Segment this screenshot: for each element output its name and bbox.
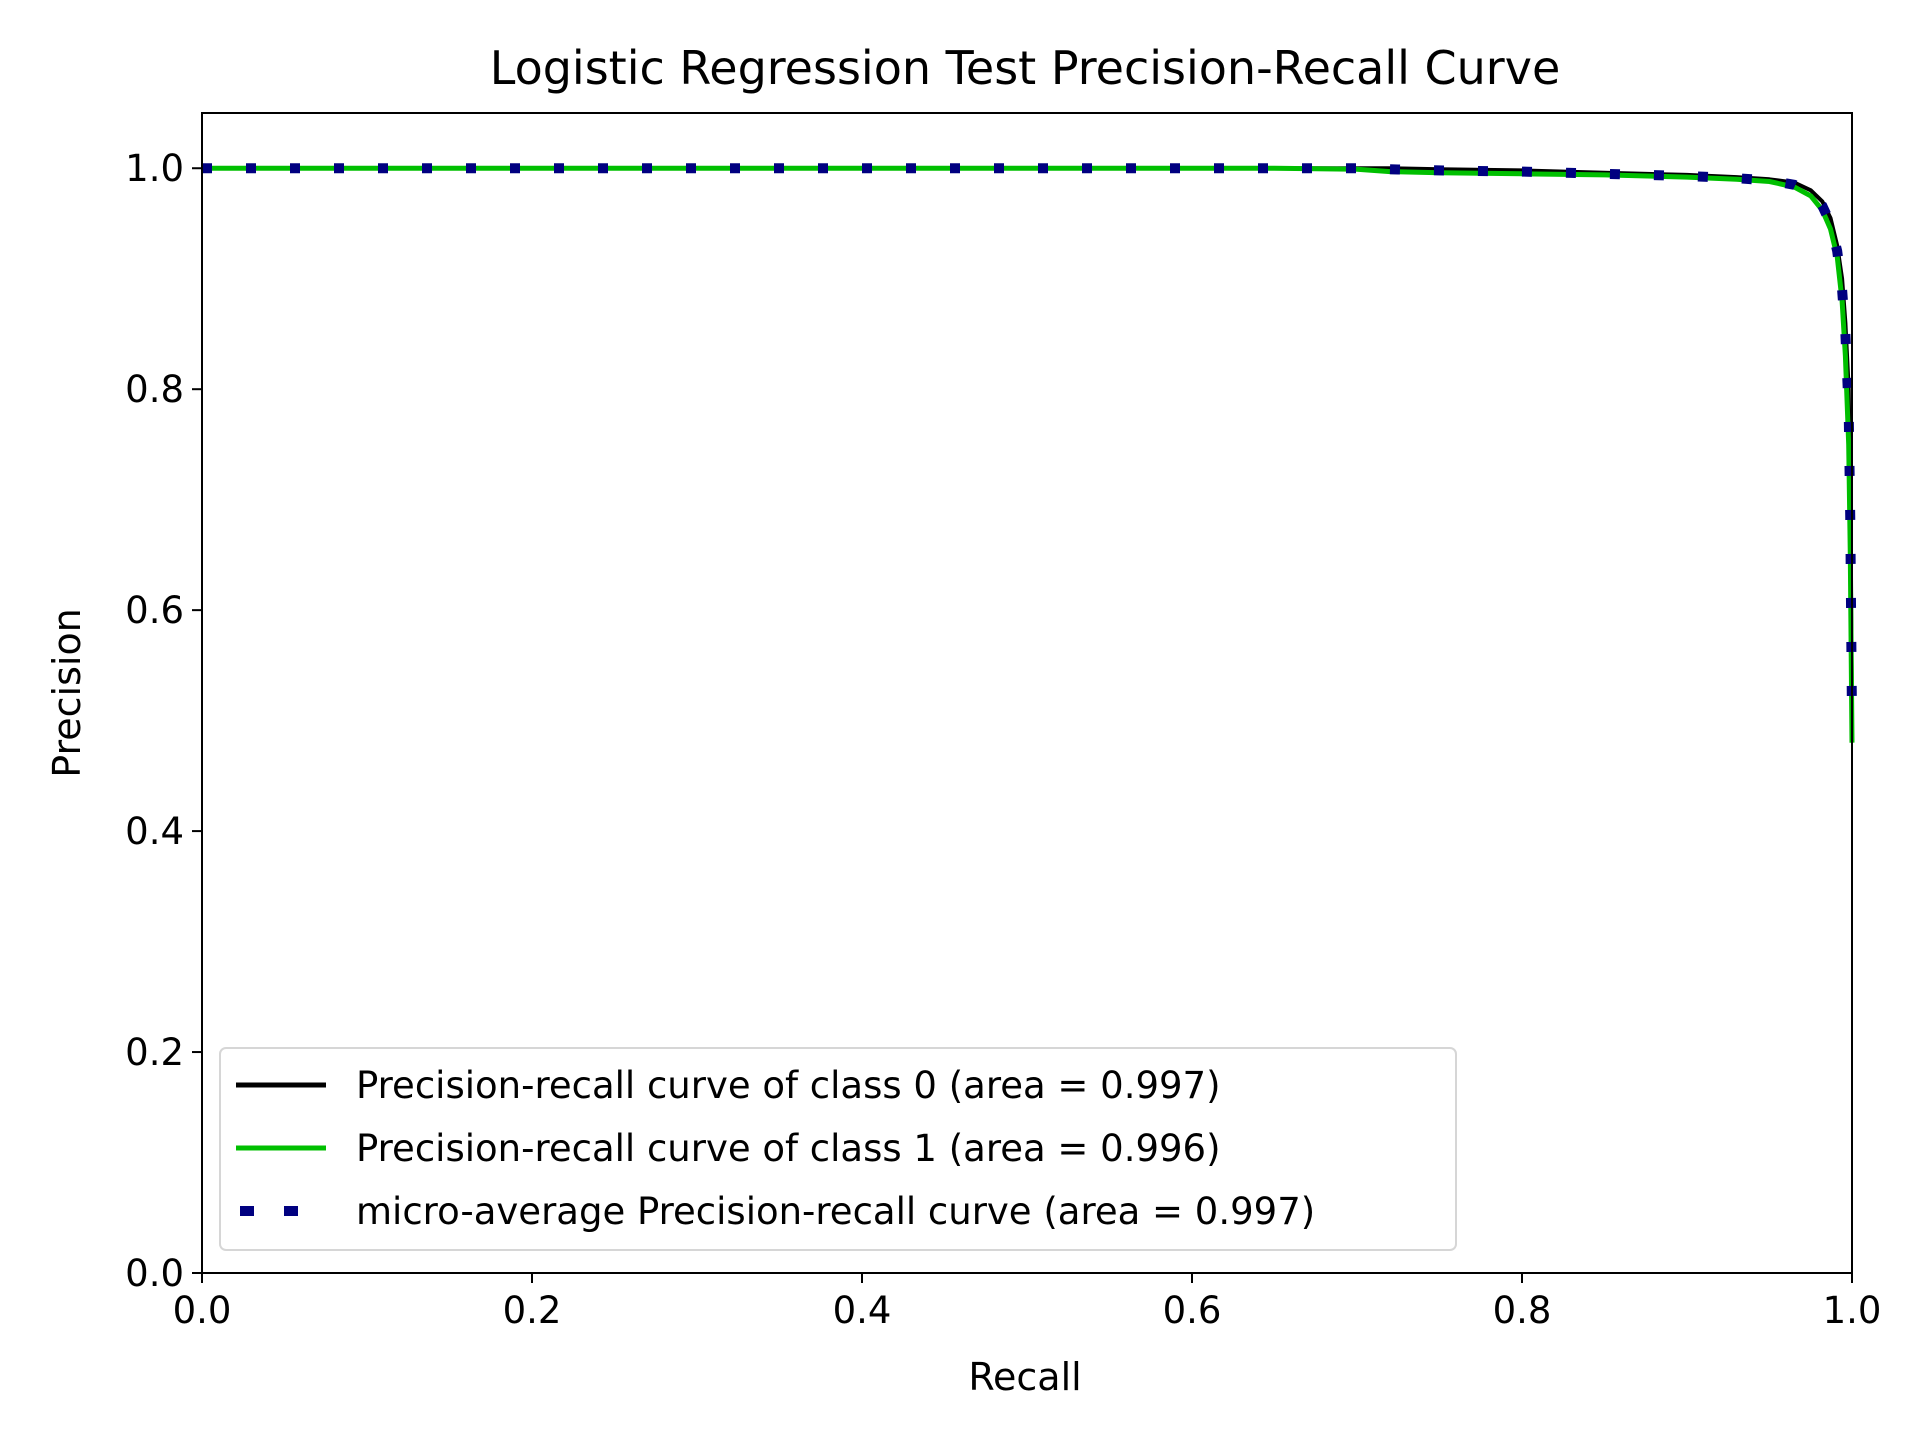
chart-title: Logistic Regression Test Precision-Recal… <box>490 41 1561 95</box>
y-tick-label: 0.8 <box>125 368 184 411</box>
x-tick-label: 0.8 <box>1493 1289 1552 1332</box>
legend-label-2: micro-average Precision-recall curve (ar… <box>356 1190 1315 1233</box>
legend: Precision-recall curve of class 0 (area … <box>219 1047 1457 1251</box>
x-tick-label: 0.0 <box>173 1289 232 1332</box>
x-axis-ticks: 0.0 0.2 0.4 0.6 0.8 1.0 <box>173 1273 1882 1332</box>
x-tick-label: 1.0 <box>1823 1289 1882 1332</box>
y-tick-label: 0.4 <box>125 810 184 853</box>
x-tick-label: 0.6 <box>1163 1289 1222 1332</box>
x-tick-label: 0.2 <box>503 1289 562 1332</box>
x-axis-label: Recall <box>968 1355 1081 1399</box>
y-tick-label: 0.2 <box>125 1031 184 1074</box>
y-tick-label: 0.0 <box>125 1252 184 1295</box>
y-axis-label: Precision <box>45 608 89 778</box>
plot-frame <box>201 112 1853 1274</box>
legend-label-1: Precision-recall curve of class 1 (area … <box>356 1127 1221 1170</box>
y-tick-label: 0.6 <box>125 589 184 632</box>
y-tick-label: 1.0 <box>125 147 184 190</box>
y-axis-ticks: 0.0 0.2 0.4 0.6 0.8 1.0 <box>125 147 202 1295</box>
series-layer <box>202 163 1857 743</box>
x-tick-label: 0.4 <box>833 1289 892 1332</box>
legend-box <box>219 1047 1457 1251</box>
legend-label-0: Precision-recall curve of class 0 (area … <box>356 1064 1221 1107</box>
